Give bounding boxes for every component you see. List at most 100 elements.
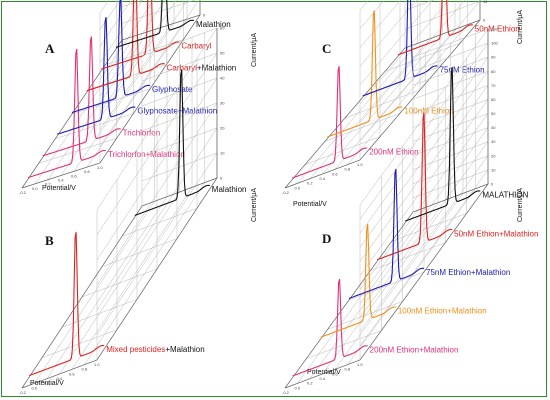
floor-grid-line [61,299,138,328]
x-tick-label: 0.6 [71,173,77,178]
trace-label: 200nM Ethion [369,148,418,157]
trace-line [101,0,180,70]
y-tick-label: 90 [491,55,496,60]
floor-grid-line [81,268,158,298]
potential-axis-title: Potential/V [42,185,76,192]
floor-grid-line [38,138,117,164]
y-tick-label: 100 [491,41,498,46]
trace-label-part: +Malathion [165,345,204,354]
trace-label-part: +Malathion [178,107,217,116]
x-tick-label: 0.4 [320,376,326,381]
trace-line [71,0,151,114]
trace-line [320,223,396,338]
y-tick-label: 110 [491,27,498,32]
trace-line [348,168,425,299]
x-tick-label: 0.8 [84,169,90,174]
trace-label: Mixed pesticides+Malathion [106,345,205,354]
floor-grid-line [71,88,151,115]
trace-label-part: Trichlorfon [123,128,160,137]
y-tick-label: 50 [220,51,225,56]
trace-label-part: 75nM Ethion [440,65,485,74]
trace-label: 50nM Ethion [475,24,520,33]
y-tick-label: 50 [491,111,496,116]
trace-label: Carbaryl+Malathion [167,63,237,72]
trace-label-part: +Malathion [197,63,236,72]
trace-label: Carbaryl [181,42,211,51]
y-tick-label: 60 [491,97,496,102]
trace-label: 50nM Ethion+Malathion [454,229,538,238]
x-tick-label: 1.0 [357,362,363,367]
floor-grid-line [306,330,382,359]
trace-label-part: Malathion [212,185,247,194]
panel-c: -0.20.00.20.40.60.81.0015304560759010512… [282,0,524,208]
floor-grid-line [121,208,198,237]
trace-label-part: Carbaryl [181,42,211,51]
potential-axis-title: Potential/V [293,201,327,208]
trace-label-part: Glyphosate [137,107,178,116]
trace-label-part: +Malathion [447,307,486,316]
trace-label-part: MALATHION [482,191,528,200]
trace-line [115,0,195,48]
x-tick-label: 0.6 [69,371,75,376]
x-tick-label: 0.4 [57,376,63,381]
x-tick-label: 0.0 [32,186,38,191]
grid [21,27,218,389]
trace-label-part: Mixed pesticides [106,345,165,354]
trace-label-part: 200nM Ethion [370,345,419,354]
current-axis-title: Current/μA [517,10,524,44]
x-tick-label: 0.2 [307,181,313,186]
trace-line [327,10,403,138]
x-tick-label: 0.2 [45,182,51,187]
trace-line [86,0,165,92]
potential-axis-title: Potential/V [307,369,341,376]
y-tick-label: 40 [491,125,496,130]
trace-label: 75nM Ethion+Malathion [426,268,510,277]
x-tick-label: 0.4 [320,176,326,181]
trace-label-part: Glyphosate [152,85,193,94]
trace-label-part: 200nM Ethion [369,148,418,157]
x-tick-label: 0.0 [295,385,301,390]
trace-label-part: +Malathion [419,345,458,354]
y-tick-label: 30 [220,101,225,106]
x-tick-label: 0.4 [58,178,64,183]
panel-d: -0.2 0.0 0.2 0.4 0.6 0.8 1.0 0 10 20 30 40 50 60 70 80 9… [282,27,538,396]
x-tick-label: 1.0 [94,362,100,367]
x-tick-label: 0.6 [332,371,338,376]
trace-line [134,69,210,216]
frame-edges [21,28,218,389]
x-tick-label: 0.8 [82,367,88,372]
trace-label-part: Trichlorfon+Malathion [108,150,185,159]
trace-label: Glyphosate [152,85,193,94]
trace-label-part: 50nM Ethion [454,229,499,238]
x-tick-label: 0.2 [44,381,50,386]
x-tick-label: 0.2 [307,381,313,386]
x-tick-label: -0.2 [282,390,290,395]
trace-label: Trichlorfon+Malathion [108,150,185,159]
trace-label-part: 100nM Ethion [398,307,447,316]
x-tick-label: 0.0 [295,185,301,190]
y-tick-label: 80 [491,69,496,74]
trace-label: Glyphosate+Malathion [137,107,217,116]
x-tick-label: 0.0 [32,385,38,390]
x-tick-label: -0.2 [19,390,27,395]
trace-line [292,66,368,179]
trace-label-part: Malathion [196,20,231,29]
floor-grid-line [384,43,461,72]
trace-line [397,0,473,56]
trace-line [377,112,453,261]
trace-label: 100nM Ethion [404,107,453,116]
panel-a: -0.20.00.20.40.60.81.0071421283542495663… [19,0,258,195]
floor-grid-line [327,301,403,330]
trace-label: Trichlorfon [123,128,160,137]
trace-line [57,16,136,135]
trace-label-part: 50nM Ethion [475,24,520,33]
trace-line [42,36,121,157]
y-tick-label: 7 [203,0,206,1]
y-tick-label: 15 [483,0,488,4]
trace-label: Malathion [212,185,247,194]
trace-line [362,0,438,97]
panel-label: C [322,41,331,56]
y-tick-label: 0 [483,18,486,23]
